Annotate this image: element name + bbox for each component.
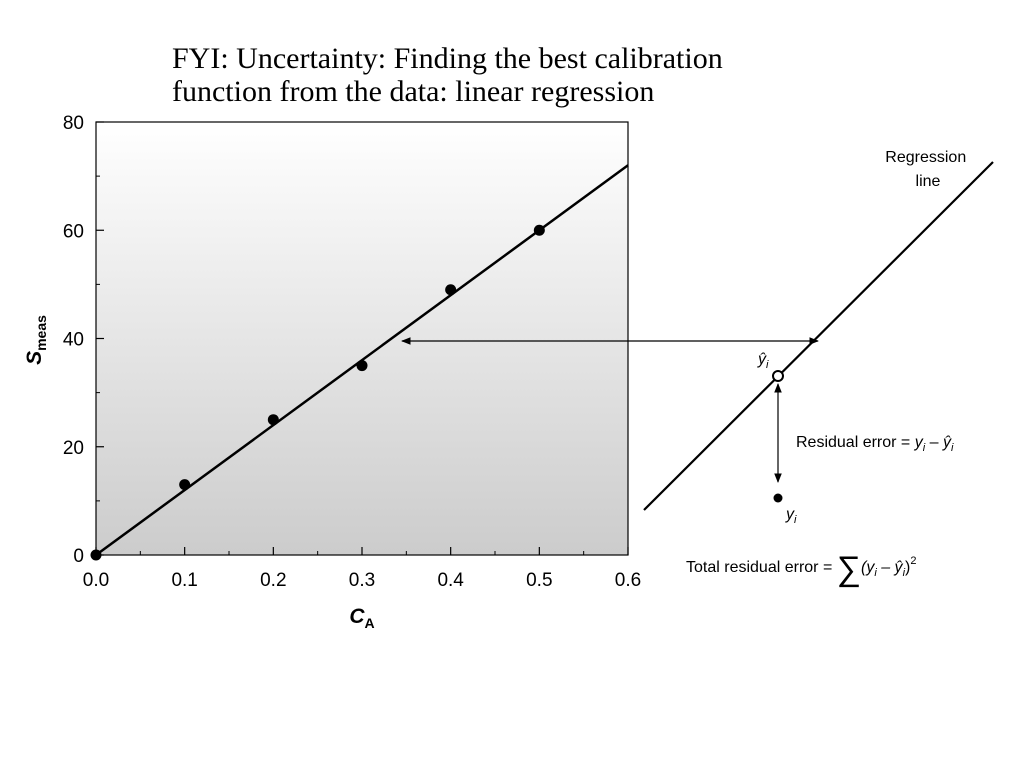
yhat-subscript: i (766, 359, 769, 371)
data-point (356, 360, 368, 372)
yhat-label: ŷi (757, 351, 769, 371)
y-tick-label: 60 (63, 221, 84, 242)
total-close: ) (905, 559, 910, 576)
sigma-symbol: ∑ (837, 550, 861, 588)
y-symbol: y (785, 506, 795, 523)
y-tick-label: 40 (63, 330, 84, 351)
total-minus: – ŷ (877, 559, 904, 576)
x-tick-label: 0.5 (526, 570, 552, 591)
residual-error-label: Residual error = yi – ŷi (796, 434, 954, 454)
total-sub-2: i (903, 567, 906, 579)
x-axis-label-main: C (349, 605, 365, 628)
x-tick-label: 0.1 (171, 570, 197, 591)
total-exponent: 2 (910, 555, 916, 567)
data-point (533, 224, 545, 236)
slide-title: FYI: Uncertainty: Finding the best calib… (172, 42, 872, 108)
x-tick-label: 0.6 (615, 570, 641, 591)
x-tick-label: 0.0 (83, 570, 109, 591)
data-points (90, 224, 545, 561)
total-sub-1: i (874, 567, 877, 579)
y-observed-point (773, 493, 783, 503)
residual-sub-2: i (951, 442, 954, 454)
regression-line-label: Regression line (885, 149, 970, 190)
y-axis: 0 20 40 60 80 (63, 113, 104, 567)
data-point (90, 549, 102, 561)
x-axis-label: CA (349, 605, 374, 631)
title-line-2: function from the data: linear regressio… (172, 75, 655, 108)
y-tick-label: 20 (63, 438, 84, 459)
title-line-1: FYI: Uncertainty: Finding the best calib… (172, 42, 723, 75)
regression-label-line-1: Regression (885, 149, 966, 166)
residual-y: y (914, 434, 924, 451)
total-residual-label: Total residual error = ∑(yi – ŷi)2 (686, 550, 916, 588)
y-observed-label: yi (785, 506, 797, 526)
residual-yhat: ŷ (942, 434, 952, 451)
regression-label-line-2: line (916, 173, 941, 190)
x-tick-label: 0.4 (437, 570, 464, 591)
residual-minus: – (925, 434, 943, 451)
y-subscript: i (794, 514, 797, 526)
x-tick-label: 0.2 (260, 570, 286, 591)
x-axis-label-sub: A (365, 615, 375, 631)
residual-sub-1: i (923, 442, 926, 454)
total-text: Total residual error = (686, 559, 837, 576)
yhat-point (772, 370, 784, 382)
data-point (179, 479, 191, 491)
y-axis-label: Smeas (23, 315, 49, 365)
residual-text: Residual error = (796, 434, 915, 451)
plot-area (95, 121, 629, 556)
data-point (445, 284, 457, 296)
y-tick-label: 0 (73, 546, 84, 567)
yhat-symbol: ŷ (757, 351, 767, 368)
y-tick-label: 80 (63, 113, 84, 134)
y-axis-label-sub: meas (33, 315, 49, 351)
total-open: (y (861, 559, 875, 576)
y-axis-label-main: S (23, 351, 46, 365)
x-axis: 0.0 0.1 0.2 0.3 0.4 0.5 0.6 (83, 547, 641, 591)
inset-regression-line (643, 161, 994, 511)
data-point (267, 414, 279, 426)
x-tick-label: 0.3 (349, 570, 375, 591)
